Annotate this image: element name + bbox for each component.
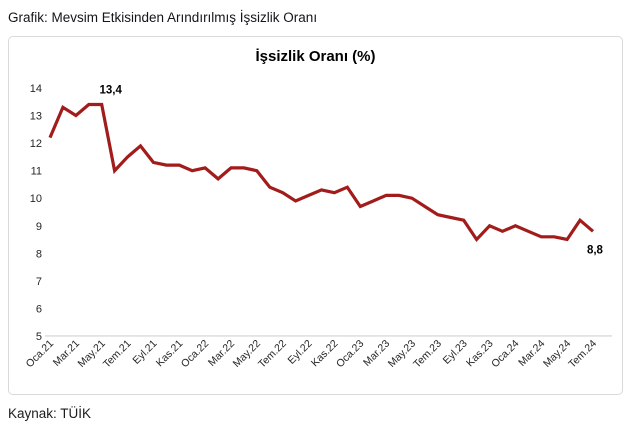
chart-title: İşsizlik Oranı (%) xyxy=(255,48,376,65)
y-axis-label: 8 xyxy=(36,248,42,260)
x-axis-label: Oca.23 xyxy=(334,338,367,371)
y-axis-label: 9 xyxy=(36,221,42,233)
line-chart: 141312111098765Oca.21Mar.21May.21Tem.21E… xyxy=(24,83,612,371)
x-axis-label: Tem.22 xyxy=(256,338,289,371)
y-axis-label: 5 xyxy=(36,331,42,343)
y-axis-label: 14 xyxy=(30,83,42,95)
x-axis-label: Tem.21 xyxy=(101,338,134,371)
x-axis-label: Tem.23 xyxy=(411,338,444,371)
data-point-label: 13,4 xyxy=(100,85,123,97)
x-axis-label: Oca.24 xyxy=(489,338,522,371)
chart-container: İşsizlik Oranı (%) 14 13 12 11 10 9 8 7 6 5 Oca.21… xyxy=(8,36,623,395)
y-axis-label: 6 xyxy=(36,303,42,315)
data-point-label: 8,8 xyxy=(587,244,604,256)
y-axis-label: 7 xyxy=(36,276,42,288)
source-label: Kaynak: TÜİK xyxy=(8,406,92,421)
y-axis-label: 12 xyxy=(30,138,42,150)
y-axis-label: 10 xyxy=(30,193,42,205)
y-axis-label: 11 xyxy=(31,166,42,178)
x-axis-label: Oca.22 xyxy=(179,338,212,371)
y-axis-label: 13 xyxy=(30,111,42,123)
x-axis-label: Tem.24 xyxy=(566,338,599,371)
unemployment-line-series xyxy=(48,102,595,243)
page-title: Grafik: Mevsim Etkisinden Arındırılmış İ… xyxy=(8,10,318,25)
